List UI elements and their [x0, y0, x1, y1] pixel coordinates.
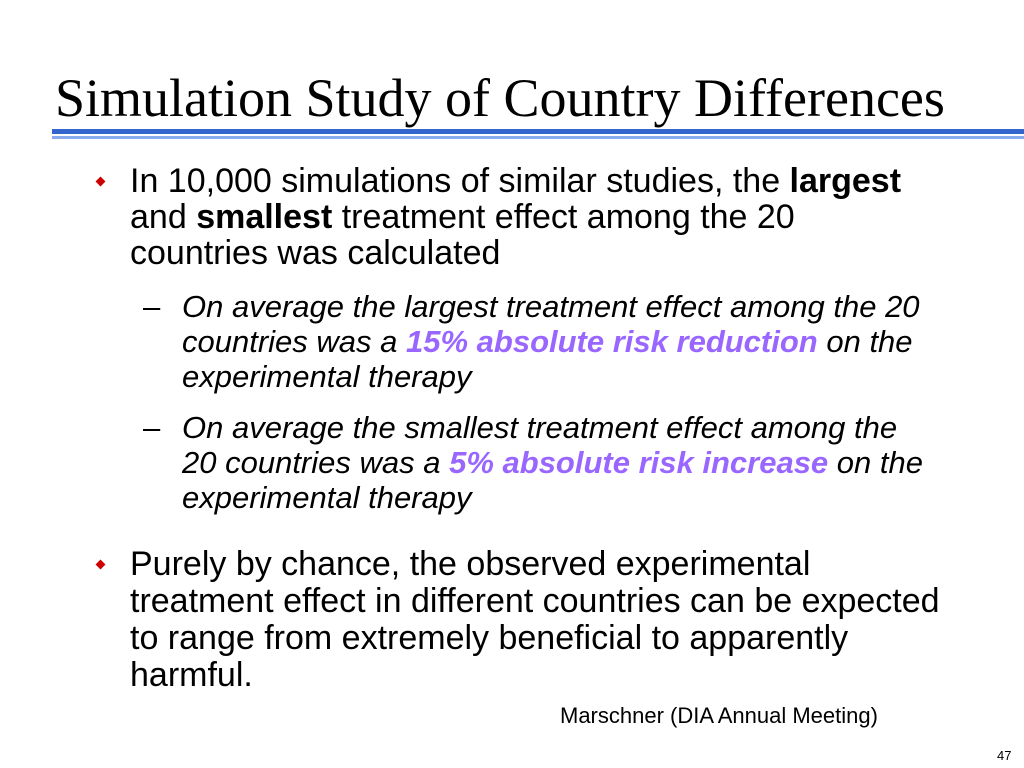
- red-diamond-bullet-icon: [95, 559, 105, 569]
- bullet-text: to range from extremely beneficial to ap…: [130, 619, 849, 657]
- bullet-1-line-3: countries was calculated: [130, 235, 901, 271]
- bullet-text: treatment effect in different countries …: [130, 582, 940, 620]
- bullet-text: Purely by chance, the observed experimen…: [130, 545, 811, 583]
- highlight-risk-reduction: 15% absolute risk reduction: [406, 324, 818, 359]
- bullet-1-line-2: and smallest treatment effect among the …: [130, 199, 901, 235]
- bullet-text: harmful.: [130, 656, 253, 694]
- sub-bullet-1-dash: –: [143, 289, 161, 324]
- sub-bullet-text: On average the smallest treatment effect…: [182, 410, 898, 445]
- emphasis-smallest: smallest: [196, 198, 333, 236]
- sub-bullet-1-line-3: experimental therapy: [182, 359, 920, 394]
- sub-bullet-1-text: On average the largest treatment effect …: [182, 289, 920, 394]
- sub-bullet-2-text: On average the smallest treatment effect…: [182, 410, 923, 515]
- bullet-text: treatment effect among the 20: [332, 198, 795, 236]
- bullet-2-line-1: Purely by chance, the observed experimen…: [130, 546, 940, 583]
- sub-bullet-text: countries was a: [182, 324, 406, 359]
- highlight-risk-increase: 5% absolute risk increase: [449, 445, 829, 480]
- sub-bullet-2-line-1: On average the smallest treatment effect…: [182, 410, 923, 445]
- citation-footer: Marschner (DIA Annual Meeting): [560, 703, 878, 728]
- page-number: 47: [997, 748, 1012, 763]
- sub-bullet-text: experimental therapy: [182, 480, 472, 515]
- sub-bullet-text: On average the largest treatment effect …: [182, 289, 920, 324]
- sub-bullet-1-line-1: On average the largest treatment effect …: [182, 289, 920, 324]
- title-rule-thick: [52, 129, 1024, 134]
- sub-bullet-text: 20 countries was a: [182, 445, 450, 480]
- sub-bullet-text: on the: [828, 445, 923, 480]
- bullet-2-line-2: treatment effect in different countries …: [130, 583, 940, 620]
- bullet-2-line-3: to range from extremely beneficial to ap…: [130, 620, 940, 657]
- bullet-2-text: Purely by chance, the observed experimen…: [130, 546, 940, 694]
- sub-bullet-2-dash: –: [143, 410, 161, 445]
- sub-bullet-1-line-2: countries was a 15% absolute risk reduct…: [182, 324, 920, 359]
- slide-title: Simulation Study of Country Differences: [55, 68, 945, 128]
- bullet-text: In 10,000 simulations of similar studies…: [130, 162, 790, 200]
- bullet-text: countries was calculated: [130, 234, 501, 272]
- bullet-1-line-1: In 10,000 simulations of similar studies…: [130, 163, 901, 199]
- emphasis-largest: largest: [789, 162, 902, 200]
- sub-bullet-2-line-3: experimental therapy: [182, 480, 923, 515]
- bullet-2-line-4: harmful.: [130, 657, 940, 694]
- bullet-text: and: [130, 198, 197, 236]
- sub-bullet-2-line-2: 20 countries was a 5% absolute risk incr…: [182, 445, 923, 480]
- bullet-1-text: In 10,000 simulations of similar studies…: [130, 163, 901, 271]
- sub-bullet-text: on the: [817, 324, 913, 359]
- sub-bullet-text: experimental therapy: [182, 359, 472, 394]
- title-rule-thin: [52, 136, 1024, 139]
- red-diamond-bullet-icon: [95, 176, 105, 186]
